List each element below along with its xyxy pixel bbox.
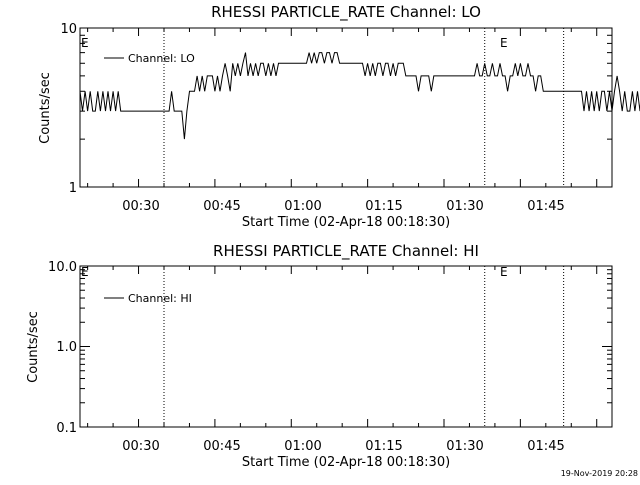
x-tick-label: 01:45 <box>527 439 564 454</box>
x-tick-label: 01:15 <box>365 439 402 454</box>
x-tick-label: 01:00 <box>284 439 321 454</box>
x-tick-label: 00:30 <box>122 199 159 214</box>
y-axis-label: Counts/sec <box>38 72 53 144</box>
y-tick-label: 0.1 <box>56 421 77 436</box>
x-tick-label: 01:15 <box>365 199 402 214</box>
x-axis-label: Start Time (02-Apr-18 00:18:30) <box>242 455 450 470</box>
event-markers <box>163 28 565 187</box>
y-tick-label: 1.0 <box>56 340 77 355</box>
x-tick-label: 01:30 <box>446 439 483 454</box>
x-axis-label: Start Time (02-Apr-18 00:18:30) <box>242 215 450 230</box>
x-tick-label: 00:30 <box>122 439 159 454</box>
chart-panel-lo: RHESSI PARTICLE_RATE Channel: LO Start T… <box>38 3 640 230</box>
y-axis-label: Counts/sec <box>26 311 41 383</box>
x-tick-label: 00:45 <box>203 439 240 454</box>
tick-marks <box>80 28 612 188</box>
tick-marks <box>80 266 612 428</box>
corner-event-label: E <box>81 265 89 279</box>
series-line <box>79 52 640 140</box>
x-tick-label: 01:45 <box>527 199 564 214</box>
event-marker-label: E <box>500 36 508 50</box>
chart-title: RHESSI PARTICLE_RATE Channel: LO <box>211 3 481 22</box>
legend-entry: Channel: HI <box>128 292 192 305</box>
x-tick-label: 01:30 <box>446 199 483 214</box>
x-tick-label: 01:00 <box>284 199 321 214</box>
event-marker-label: E <box>500 265 508 279</box>
event-markers <box>163 266 565 427</box>
series-lines <box>79 52 640 140</box>
y-tick-label: 10 <box>60 22 77 37</box>
x-tick-label: 00:45 <box>203 199 240 214</box>
chart-title: RHESSI PARTICLE_RATE Channel: HI <box>213 242 479 261</box>
y-tick-label: 1 <box>69 181 77 196</box>
footer-timestamp: 19-Nov-2019 20:28 <box>561 469 638 478</box>
y-tick-label: 10.0 <box>48 260 77 275</box>
plot-frame <box>79 265 613 428</box>
legend-entry: Channel: LO <box>128 52 195 65</box>
chart-panel-hi: RHESSI PARTICLE_RATE Channel: HI Start T… <box>26 242 613 470</box>
